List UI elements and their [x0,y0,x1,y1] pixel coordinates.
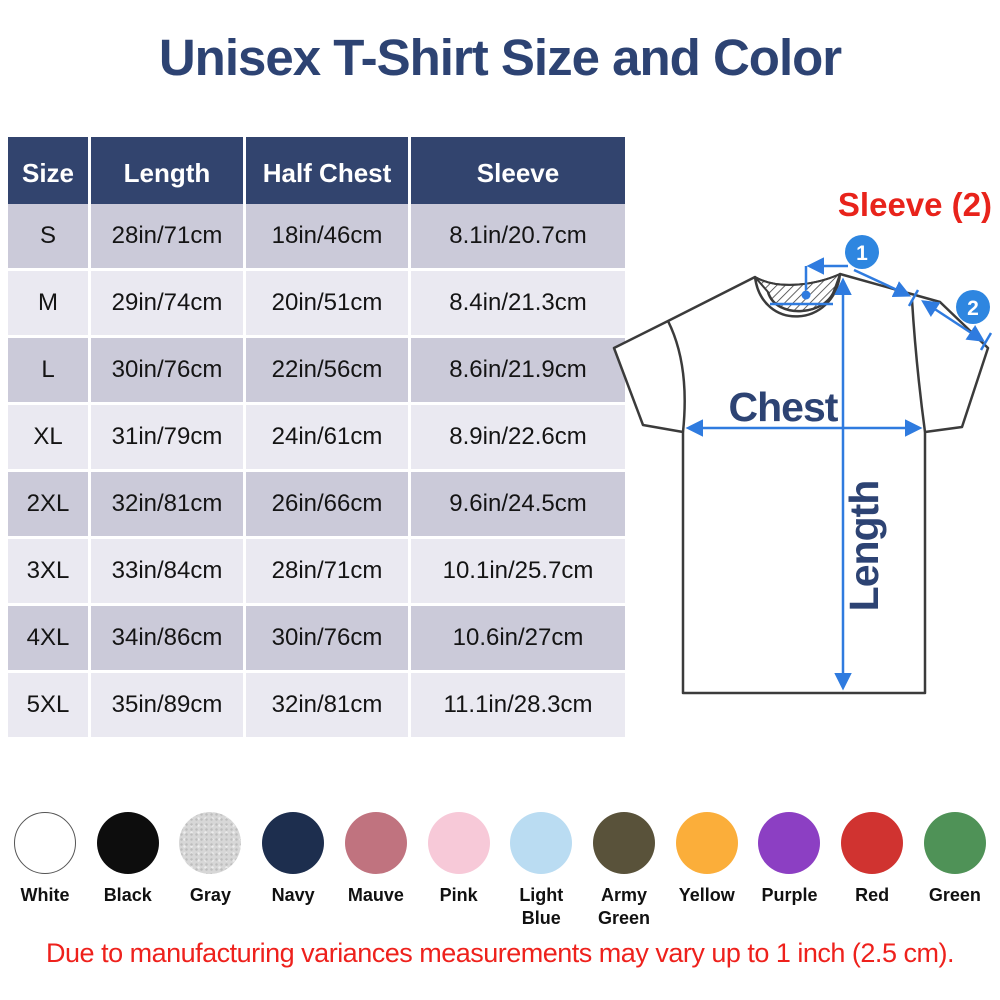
color-label-pink: Pink [439,885,478,905]
color-dot-yellow [675,812,738,874]
color-label-yellow: Yellow [678,885,735,905]
color-label-white: White [20,885,70,905]
table-cell-xl-sleeve: 8.9in/22.6cm [411,405,625,469]
tshirt-measurement-diagram: 1 2 [612,235,993,695]
badge-2: 2 [956,290,990,324]
color-dot-mauve [344,812,407,874]
table-cell-5xl-sleeve: 11.1in/28.3cm [411,673,625,737]
table-cell-l-length: 30in/76cm [91,338,243,402]
color-swatch-mauve: Mauve [336,812,416,931]
color-swatch-army-green: Army Green [584,812,664,931]
badge-1: 1 [845,235,879,269]
color-label-mauve: Mauve [347,885,404,905]
color-label-light-blue: Light Blue [519,885,564,929]
column-header-sleeve: Sleeve [411,137,625,210]
sleeve-annotation-label: Sleeve (2) [837,186,992,223]
table-cell-m-sleeve: 8.4in/21.3cm [411,271,625,335]
table-cell-xl-size: XL [8,405,88,469]
table-cell-5xl-size: 5XL [8,673,88,737]
table-cell-2xl-half_chest: 26in/66cm [246,472,408,536]
table-cell-3xl-length: 33in/84cm [91,539,243,603]
color-dot-army-green [593,812,656,874]
color-dot-green [923,812,986,874]
color-swatch-gray: Gray [170,812,250,931]
table-cell-m-size: M [8,271,88,335]
color-dot-pink [427,812,490,874]
badge-1-number: 1 [856,242,868,265]
color-swatch-purple: Purple [749,812,829,931]
table-cell-4xl-size: 4XL [8,606,88,670]
chest-annotation-label: Chest [728,384,839,430]
table-cell-s-sleeve: 8.1in/20.7cm [411,204,625,268]
color-swatch-green: Green [915,812,995,931]
color-dot-black [96,812,159,874]
table-cell-m-half_chest: 20in/51cm [246,271,408,335]
column-header-half-chest: Half Chest [246,137,408,210]
color-swatch-red: Red [832,812,912,931]
color-swatch-row: White Black Gray Navy Mauve Pink Light Blue Arm… [0,812,1000,931]
color-dot-light-blue [510,812,573,874]
table-cell-s-length: 28in/71cm [91,204,243,268]
tshirt-outline [612,272,990,695]
table-cell-l-sleeve: 8.6in/21.9cm [411,338,625,402]
column-header-length: Length [91,137,243,210]
table-cell-2xl-size: 2XL [8,472,88,536]
table-cell-3xl-sleeve: 10.1in/25.7cm [411,539,625,603]
color-dot-red [841,812,904,874]
color-label-gray: Gray [189,885,231,905]
measurement-arrows [685,257,993,691]
color-label-army-green: Army Green [598,885,651,929]
table-cell-m-length: 29in/74cm [91,271,243,335]
color-dot-purple [758,812,821,874]
color-label-red: Red [855,885,890,905]
length-annotation-label: Length [841,480,887,612]
table-cell-5xl-length: 35in/89cm [91,673,243,737]
table-cell-2xl-sleeve: 9.6in/24.5cm [411,472,625,536]
table-cell-5xl-half_chest: 32in/81cm [246,673,408,737]
color-swatch-white: White [5,812,85,931]
color-swatch-pink: Pink [419,812,499,931]
table-cell-4xl-length: 34in/86cm [91,606,243,670]
table-cell-2xl-length: 32in/81cm [91,472,243,536]
size-table: Size Length Half Chest Sleeve S 28in/71cm… [8,137,625,737]
color-label-purple: Purple [761,885,818,905]
page-title: Unisex T-Shirt Size and Color [158,29,842,86]
table-cell-4xl-sleeve: 10.6in/27cm [411,606,625,670]
color-label-black: Black [103,885,152,905]
color-dot-navy [262,812,325,874]
table-cell-xl-half_chest: 24in/61cm [246,405,408,469]
table-cell-xl-length: 31in/79cm [91,405,243,469]
color-swatch-yellow: Yellow [667,812,747,931]
color-swatch-light-blue: Light Blue [501,812,581,931]
color-dot-gray [179,812,242,874]
color-swatch-navy: Navy [253,812,333,931]
table-cell-s-half_chest: 18in/46cm [246,204,408,268]
table-cell-s-size: S [8,204,88,268]
table-cell-l-size: L [8,338,88,402]
variance-note: Due to manufacturing variances measureme… [46,938,954,968]
color-swatch-black: Black [88,812,168,931]
table-cell-3xl-size: 3XL [8,539,88,603]
color-label-navy: Navy [271,885,315,905]
table-cell-3xl-half_chest: 28in/71cm [246,539,408,603]
column-header-size: Size [8,137,88,210]
color-label-green: Green [928,885,981,905]
table-cell-4xl-half_chest: 30in/76cm [246,606,408,670]
badge-2-number: 2 [967,297,979,320]
table-cell-l-half_chest: 22in/56cm [246,338,408,402]
color-dot-white [14,812,76,874]
